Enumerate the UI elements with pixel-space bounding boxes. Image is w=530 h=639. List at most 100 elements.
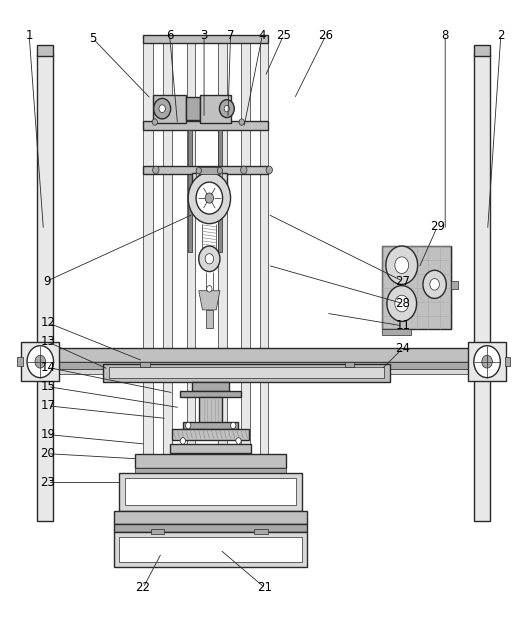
Bar — [218, 130, 222, 252]
Bar — [192, 173, 227, 199]
Text: 27: 27 — [395, 275, 410, 288]
Circle shape — [35, 355, 46, 368]
Text: 25: 25 — [276, 29, 291, 42]
Bar — [218, 35, 227, 457]
Text: 11: 11 — [395, 320, 410, 332]
Bar — [17, 357, 23, 366]
Bar — [103, 364, 390, 382]
Bar — [254, 529, 268, 534]
Bar — [143, 35, 153, 457]
Bar — [151, 529, 164, 534]
Bar — [125, 478, 296, 505]
Text: 19: 19 — [40, 428, 55, 441]
Text: 13: 13 — [40, 335, 55, 348]
Bar — [21, 342, 59, 381]
Bar — [505, 357, 510, 366]
Circle shape — [224, 105, 229, 112]
Bar — [114, 532, 307, 567]
Bar — [186, 97, 200, 120]
Circle shape — [217, 167, 223, 174]
Bar — [260, 35, 268, 457]
Bar — [143, 121, 268, 130]
Text: 1: 1 — [25, 29, 33, 42]
Bar — [206, 310, 213, 328]
Bar — [143, 35, 268, 43]
Bar — [37, 348, 490, 362]
Bar — [37, 45, 53, 56]
Text: 26: 26 — [319, 29, 333, 42]
Bar — [382, 329, 411, 335]
Circle shape — [154, 98, 171, 119]
Circle shape — [239, 119, 244, 125]
Text: 8: 8 — [441, 29, 449, 42]
Text: 15: 15 — [40, 380, 55, 393]
Circle shape — [219, 100, 234, 118]
Bar — [163, 35, 172, 457]
Bar — [199, 397, 222, 423]
Bar — [199, 167, 220, 174]
Bar — [180, 391, 241, 397]
Bar — [37, 362, 490, 369]
Text: 24: 24 — [395, 342, 410, 355]
Bar — [344, 362, 354, 367]
Text: 14: 14 — [40, 361, 55, 374]
Bar — [474, 54, 490, 521]
Circle shape — [266, 166, 272, 174]
Polygon shape — [196, 173, 223, 199]
Circle shape — [430, 279, 439, 290]
Circle shape — [196, 182, 223, 214]
Bar — [468, 342, 506, 381]
Circle shape — [395, 295, 409, 312]
Text: 12: 12 — [40, 316, 55, 329]
Circle shape — [199, 246, 220, 272]
Circle shape — [241, 166, 247, 174]
Text: 2: 2 — [497, 29, 505, 42]
Circle shape — [387, 286, 417, 321]
Text: 17: 17 — [40, 399, 55, 412]
Bar — [135, 468, 286, 473]
Bar — [474, 45, 490, 56]
Bar — [109, 367, 384, 378]
Circle shape — [482, 355, 492, 368]
Text: 9: 9 — [43, 275, 50, 288]
Circle shape — [205, 193, 214, 203]
Circle shape — [196, 167, 201, 174]
Circle shape — [474, 346, 500, 378]
Bar — [170, 444, 251, 453]
Bar — [187, 35, 195, 457]
Circle shape — [207, 286, 212, 292]
Text: 22: 22 — [136, 581, 151, 594]
Bar — [192, 382, 229, 391]
Bar — [200, 95, 231, 123]
Bar — [183, 422, 238, 429]
Text: 23: 23 — [40, 476, 55, 489]
Text: 6: 6 — [166, 29, 173, 42]
Bar — [140, 362, 150, 367]
Text: 20: 20 — [40, 447, 55, 460]
Bar — [143, 166, 268, 174]
Text: 28: 28 — [395, 297, 410, 310]
Circle shape — [395, 257, 409, 273]
Bar — [188, 130, 192, 252]
Circle shape — [188, 173, 231, 224]
Circle shape — [153, 166, 159, 174]
Circle shape — [423, 270, 446, 298]
Text: 3: 3 — [200, 29, 208, 42]
Bar — [119, 473, 302, 511]
Circle shape — [236, 438, 241, 444]
Bar — [172, 429, 249, 440]
Text: 4: 4 — [259, 29, 266, 42]
Circle shape — [180, 438, 186, 444]
Bar — [114, 524, 307, 532]
Circle shape — [186, 422, 191, 429]
Circle shape — [205, 254, 214, 264]
Bar — [450, 281, 458, 289]
Bar — [135, 454, 286, 468]
Text: 5: 5 — [89, 32, 96, 45]
Circle shape — [231, 422, 236, 429]
Bar — [241, 35, 250, 457]
Text: 29: 29 — [430, 220, 445, 233]
Bar — [37, 54, 53, 521]
Bar — [153, 95, 186, 123]
Text: 21: 21 — [258, 581, 272, 594]
